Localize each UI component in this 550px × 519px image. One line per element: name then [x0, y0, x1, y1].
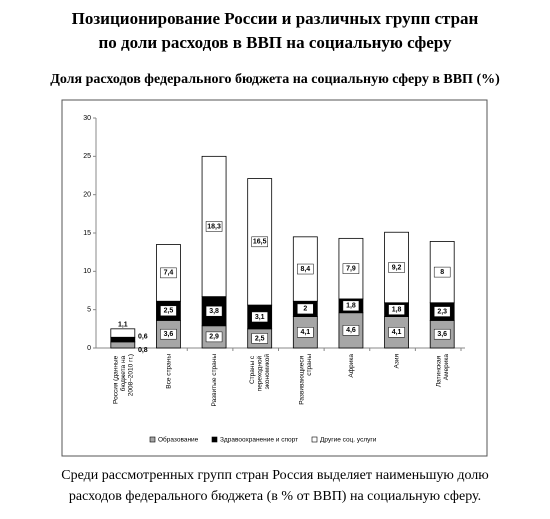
- label-box: [205, 305, 223, 317]
- label-box: [160, 328, 177, 340]
- footer: расходов федерального бюджета (в % от ВВ…: [69, 489, 481, 504]
- value-label: 8: [440, 269, 444, 276]
- value-label: 4,6: [346, 327, 356, 334]
- label-box: [297, 303, 314, 315]
- label-box: [433, 306, 451, 317]
- label-box: [251, 333, 268, 344]
- value-label: 16,5: [253, 239, 267, 246]
- x-tick-label: Африка: [348, 354, 355, 378]
- value-label: 3,6: [437, 331, 447, 338]
- value-label: 2: [303, 306, 307, 313]
- legend-label: Здравоохранение и спорт: [220, 437, 298, 444]
- bar-segment: [110, 341, 136, 349]
- label-box: [388, 327, 405, 338]
- y-tick-label: 25: [83, 153, 91, 160]
- label-box: [342, 263, 360, 274]
- value-label: 4,1: [392, 329, 402, 336]
- label-box: [433, 328, 451, 340]
- label-box: [388, 304, 405, 315]
- value-label: 0,6: [138, 333, 148, 340]
- x-tick-label: Латинская Америка: [435, 354, 450, 387]
- label-box: [205, 221, 223, 232]
- y-tick-label: 10: [83, 268, 91, 275]
- title: Позиционирование России и различных груп…: [72, 9, 479, 28]
- x-tick-label: Развитые страны: [211, 354, 218, 407]
- value-label: 1,8: [346, 303, 356, 310]
- value-label: 2,5: [255, 335, 265, 342]
- y-tick-label: 0: [87, 345, 91, 352]
- value-label: 9,2: [392, 264, 402, 271]
- y-tick-label: 20: [83, 192, 91, 199]
- bar-segment: [110, 336, 136, 343]
- legend-swatch: [149, 436, 156, 443]
- x-tick-label: Россия (данные бюджета на 2008–2010 гг.): [112, 354, 134, 404]
- chart-title: Доля расходов федерального бюджета на со…: [50, 72, 500, 87]
- label-box: [160, 267, 177, 279]
- value-label: 3,6: [164, 331, 174, 338]
- chart-frame: [61, 99, 488, 457]
- value-label: 7,9: [346, 265, 356, 272]
- label-box: [205, 331, 223, 343]
- label-box: [388, 262, 405, 273]
- x-tick-label: Развивающиеся страны: [298, 354, 313, 405]
- legend-swatch: [311, 436, 318, 443]
- value-label: 3,8: [209, 308, 219, 315]
- legend-swatch: [211, 436, 218, 443]
- value-label: 0,8: [138, 347, 148, 354]
- footer: Среди рассмотренных групп стран Россия в…: [61, 468, 488, 483]
- label-box: [342, 300, 360, 312]
- legend-label: Другие соц. услуги: [320, 437, 377, 444]
- y-tick-label: 15: [83, 230, 91, 237]
- label-box: [251, 236, 268, 248]
- value-label: 2,9: [209, 334, 219, 341]
- x-tick-label: Все страны: [165, 354, 172, 389]
- value-label: 3,1: [255, 314, 265, 321]
- label-box: [160, 305, 177, 317]
- label-box: [251, 311, 268, 323]
- legend-label: Образование: [158, 436, 199, 444]
- value-label: 4,1: [300, 329, 310, 336]
- x-tick-label: Азия: [393, 354, 400, 369]
- value-label: 1,8: [392, 307, 402, 314]
- label-box: [297, 327, 314, 338]
- value-label: 2,5: [164, 308, 174, 315]
- value-label: 7,4: [164, 270, 174, 277]
- label-box: [433, 266, 451, 278]
- y-tick-label: 30: [83, 115, 91, 122]
- x-tick-label: Страны с переходной экономикой: [249, 354, 271, 392]
- title: по доли расходов в ВВП на социальную сфе…: [98, 33, 452, 52]
- label-box: [342, 325, 360, 336]
- value-label: 1,1: [118, 322, 128, 329]
- label-box: [297, 263, 314, 275]
- y-tick-label: 5: [87, 307, 91, 314]
- value-label: 2,3: [437, 308, 447, 315]
- bar-segment: [110, 328, 136, 338]
- value-label: 8,4: [300, 266, 310, 273]
- value-label: 18,3: [207, 223, 221, 230]
